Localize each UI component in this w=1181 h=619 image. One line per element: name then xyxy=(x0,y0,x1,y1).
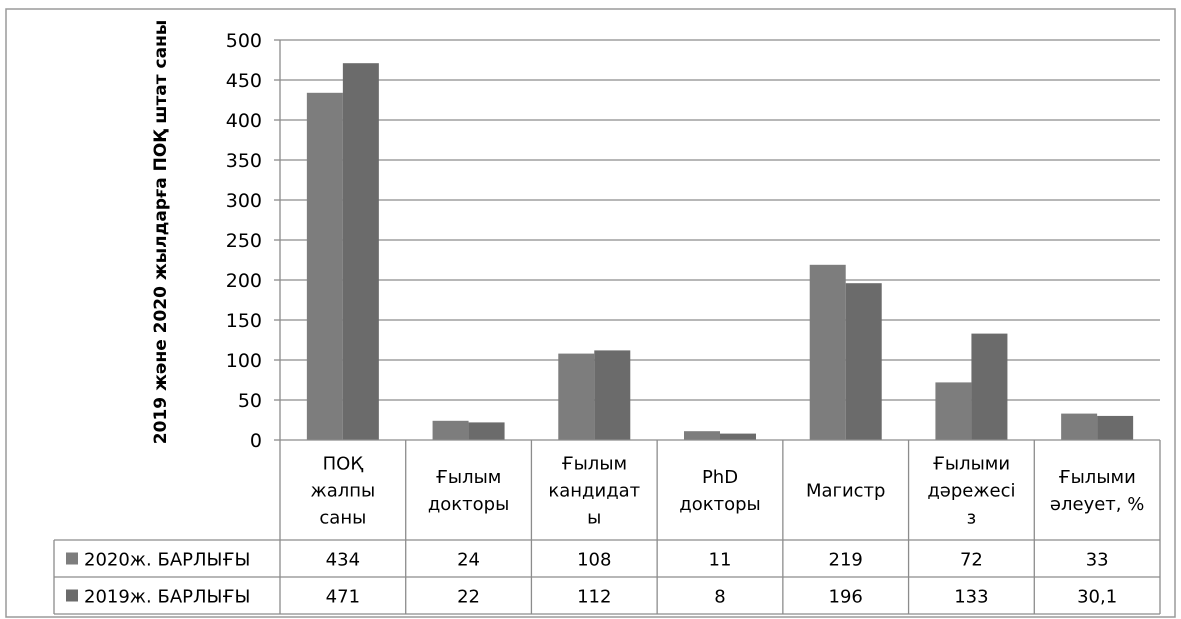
x-category-label: Ғылыми xyxy=(1058,467,1135,488)
table-cell-value: 108 xyxy=(577,550,611,571)
x-category-label: PhD xyxy=(702,467,738,488)
bar-2019-3 xyxy=(720,433,756,440)
bar-2019-6 xyxy=(1097,415,1134,440)
table-cell-value: 33 xyxy=(1086,550,1109,571)
y-tick-label: 450 xyxy=(226,70,262,92)
bar-2020-6 xyxy=(1061,413,1098,440)
y-tick-label: 50 xyxy=(238,390,262,412)
x-category-label: ы xyxy=(587,508,601,529)
gridlines xyxy=(280,39,1160,401)
bar-2020-1 xyxy=(432,420,469,440)
x-category-label: Ғылым xyxy=(436,467,502,488)
axes: 0 50 100 150 200 250 300 350 400 450 500 xyxy=(226,30,281,452)
x-category-label: дәрежесі xyxy=(927,481,1015,502)
x-category-label: Ғылыми xyxy=(933,454,1010,475)
y-axis-label: 2019 және 2020 жылдарға ПОҚ штат саны xyxy=(151,20,171,444)
y-tick-label: 0 xyxy=(250,430,262,452)
y-tick-label: 350 xyxy=(226,150,262,172)
x-category-label: докторы xyxy=(679,494,760,515)
legend-key xyxy=(66,552,78,565)
bar-2020-0 xyxy=(306,92,343,441)
x-category-label: кандидат xyxy=(548,481,640,502)
x-category-label: з xyxy=(967,508,977,529)
bar-2020-4 xyxy=(809,264,846,440)
bar-2019-1 xyxy=(468,422,505,440)
bar-2020-2 xyxy=(558,353,595,440)
table-cell-value: 112 xyxy=(577,587,611,608)
x-category-label: жалпы xyxy=(310,481,375,502)
x-category-label: докторы xyxy=(428,494,509,515)
y-tick-label: 150 xyxy=(226,310,262,332)
data-table: ПОҚ жалпы саны Ғылым докторы Ғылым кандидат ы Ph… xyxy=(53,439,1161,615)
table-cell-value: 11 xyxy=(709,550,732,571)
x-category-label: саны xyxy=(319,508,366,529)
y-tick-label: 400 xyxy=(226,110,262,132)
x-category-label: әлеует, % xyxy=(1050,494,1144,515)
bar-2019-0 xyxy=(342,63,379,440)
table-cell-value: 8 xyxy=(714,587,725,608)
x-category-label: Ғылым xyxy=(561,454,627,475)
y-tick-label: 300 xyxy=(226,190,262,212)
table-cell-value: 30,1 xyxy=(1077,587,1117,608)
y-tick-label: 200 xyxy=(226,270,262,292)
legend-entry: 2019ж. БАРЛЫҒЫ xyxy=(84,587,250,608)
x-category-label: ПОҚ xyxy=(323,454,364,475)
outer-frame xyxy=(5,8,1176,618)
table-cell-value: 24 xyxy=(457,550,480,571)
bar-2020-5 xyxy=(935,382,972,440)
bar-2019-5 xyxy=(971,333,1008,440)
bar-2019-2 xyxy=(594,350,631,440)
bar-2019-4 xyxy=(845,283,882,440)
table-cell-value: 471 xyxy=(326,587,360,608)
table-cell-value: 219 xyxy=(829,550,863,571)
legend-key xyxy=(66,589,78,602)
y-tick-label: 250 xyxy=(226,230,262,252)
y-tick-label: 100 xyxy=(226,350,262,372)
bars xyxy=(306,63,1134,441)
table-cell-value: 133 xyxy=(954,587,988,608)
bar-2020-3 xyxy=(684,431,720,440)
table-cell-value: 22 xyxy=(457,587,480,608)
table-cell-value: 434 xyxy=(326,550,360,571)
table-cell-value: 72 xyxy=(960,550,983,571)
legend-entry: 2020ж. БАРЛЫҒЫ xyxy=(84,550,250,571)
x-category-label: Магистр xyxy=(806,481,886,502)
y-tick-label: 500 xyxy=(226,30,262,52)
table-cell-value: 196 xyxy=(829,587,863,608)
